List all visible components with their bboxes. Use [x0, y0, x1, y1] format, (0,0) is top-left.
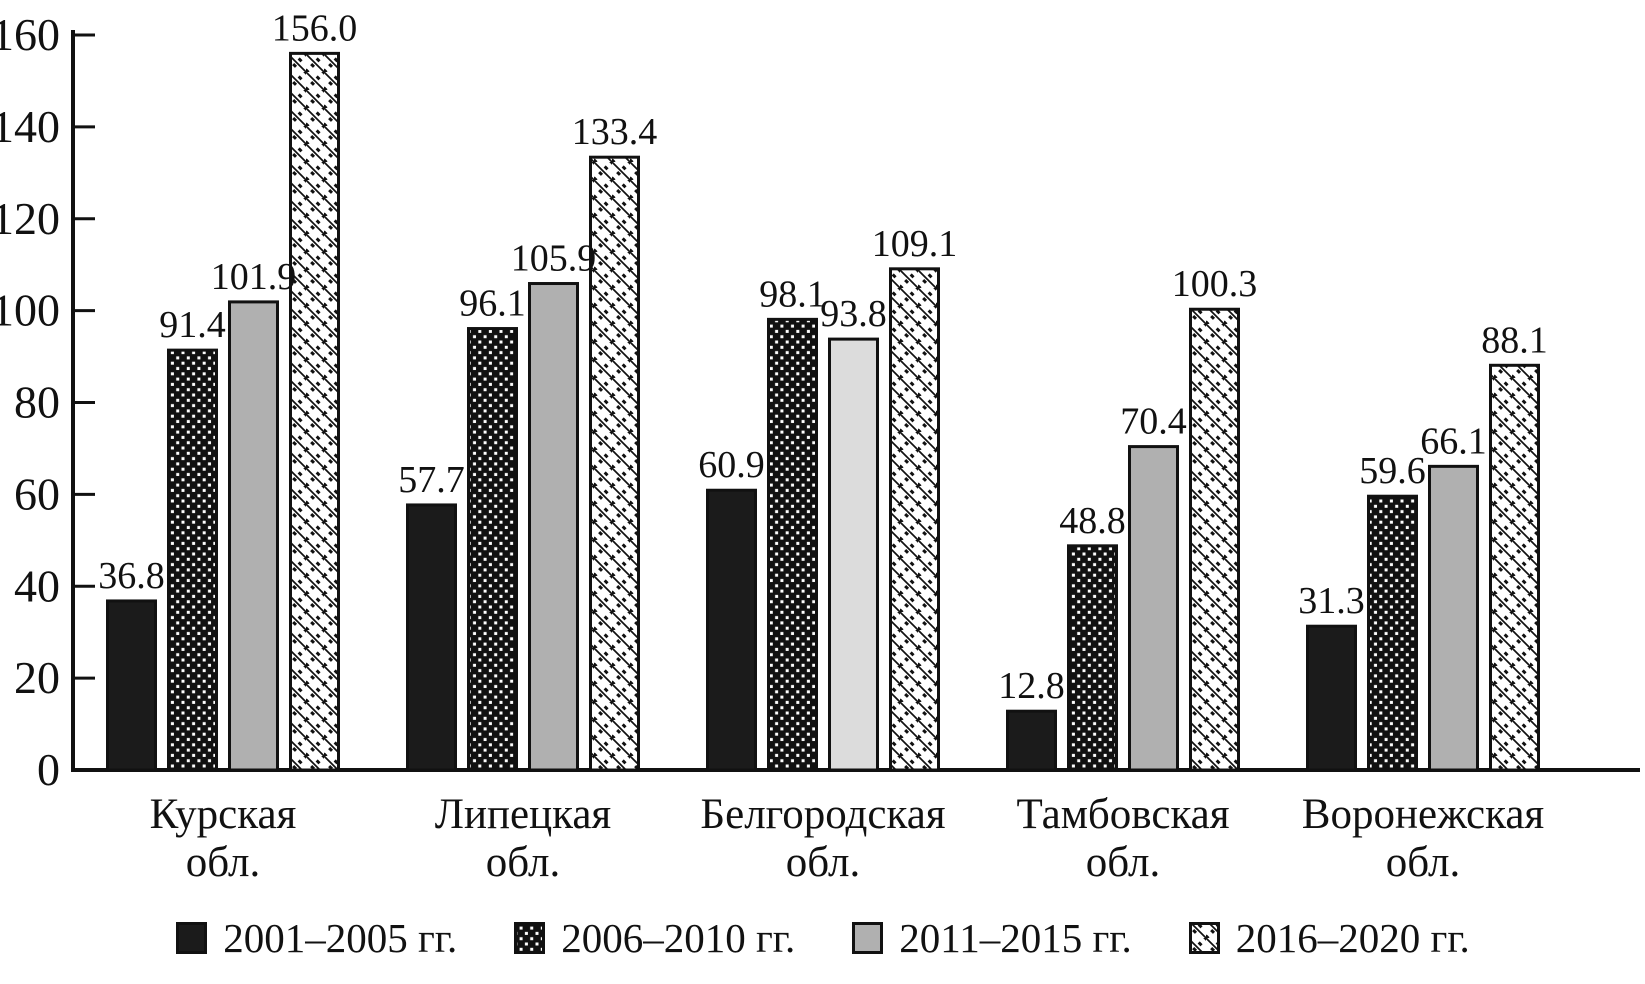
value-label: 101.9 — [211, 256, 297, 298]
bar — [467, 327, 518, 772]
legend-label: 2006–2010 гг. — [561, 915, 796, 961]
y-tick-label: 100 — [0, 285, 60, 336]
legend-label: 2011–2015 гг. — [899, 915, 1132, 961]
x-category-label: Курская — [150, 791, 297, 838]
bar — [1067, 544, 1118, 772]
value-label: 96.1 — [459, 283, 526, 325]
value-label: 31.3 — [1298, 580, 1365, 622]
legend-swatch-rect — [176, 922, 208, 954]
value-label: 12.8 — [998, 665, 1065, 707]
y-tick-label: 160 — [0, 9, 60, 60]
value-label: 36.8 — [98, 555, 165, 597]
y-tick-label: 20 — [14, 652, 60, 703]
value-label: 57.7 — [398, 459, 465, 501]
x-category-label: обл. — [1386, 839, 1461, 886]
y-tick-label: 60 — [14, 468, 60, 519]
legend-item: 2011–2015 гг. — [851, 914, 1132, 962]
y-tick-label: 80 — [14, 377, 60, 428]
legend-label: 2001–2005 гг. — [223, 915, 458, 961]
bar — [289, 51, 340, 772]
bar — [889, 267, 940, 772]
value-label: 105.9 — [511, 238, 597, 280]
value-label: 109.1 — [872, 223, 958, 265]
bar-chart-canvas: 0 20 40 60 80 100 120 140 160 36.8 91.4 101.9 156.0… — [0, 7, 1640, 886]
value-label: 59.6 — [1359, 450, 1426, 492]
legend: 2001–2005 гг. 2006–2010 гг. 2011–2015 гг. 2… — [0, 898, 1645, 978]
x-category-label: обл. — [186, 839, 261, 886]
bar — [706, 488, 757, 772]
legend-swatch-rect — [1188, 922, 1220, 954]
bar — [228, 300, 279, 772]
value-label: 133.4 — [572, 111, 658, 153]
legend-swatch-rect — [852, 922, 884, 954]
value-label: 60.9 — [698, 444, 765, 486]
y-tick-label: 40 — [14, 560, 60, 611]
bar — [528, 282, 579, 772]
value-label: 93.8 — [820, 293, 887, 335]
value-label: 48.8 — [1059, 500, 1126, 542]
value-label: 100.3 — [1172, 263, 1258, 305]
x-category-label: Липецкая — [435, 791, 611, 838]
y-tick-label: 0 — [37, 744, 60, 795]
legend-swatch-icon — [176, 922, 208, 954]
bar — [1428, 464, 1479, 772]
bar — [1367, 494, 1418, 772]
legend-label: 2016–2020 гг. — [1235, 915, 1470, 961]
legend-item: 2006–2010 гг. — [513, 914, 795, 962]
x-category-label: обл. — [786, 839, 861, 886]
x-category-label: Белгородская — [700, 791, 945, 838]
bars — [106, 51, 1540, 772]
y-tick-label: 140 — [0, 101, 60, 152]
value-label: 70.4 — [1120, 401, 1187, 443]
bar — [767, 317, 818, 772]
legend-swatch-rect — [514, 922, 546, 954]
bar — [1006, 709, 1057, 772]
value-label: 91.4 — [159, 304, 226, 346]
bar — [1489, 363, 1540, 772]
labels: 36.891.4101.9156.0Курскаяобл.57.796.1105… — [98, 7, 1548, 886]
value-label: 156.0 — [272, 7, 358, 49]
bar — [589, 155, 640, 772]
bar — [406, 503, 457, 772]
x-category-label: обл. — [486, 839, 561, 886]
bar — [1189, 307, 1240, 772]
bar — [828, 337, 879, 772]
value-label: 88.1 — [1481, 319, 1548, 361]
x-category-label: Воронежская — [1302, 791, 1544, 838]
bar — [1306, 624, 1357, 772]
legend-item: 2001–2005 гг. — [175, 914, 457, 962]
bar — [167, 348, 218, 772]
x-category-label: Тамбовская — [1016, 791, 1229, 838]
legend-swatch-icon — [852, 922, 884, 954]
legend-swatch-icon — [1188, 922, 1220, 954]
legend-item: 2016–2020 гг. — [1188, 914, 1470, 962]
bar — [1128, 445, 1179, 772]
legend-swatch-icon — [514, 922, 546, 954]
value-label: 98.1 — [759, 273, 826, 315]
y-tick-label: 120 — [0, 193, 60, 244]
bar — [106, 599, 157, 772]
value-label: 66.1 — [1420, 420, 1487, 462]
x-category-label: обл. — [1086, 839, 1161, 886]
